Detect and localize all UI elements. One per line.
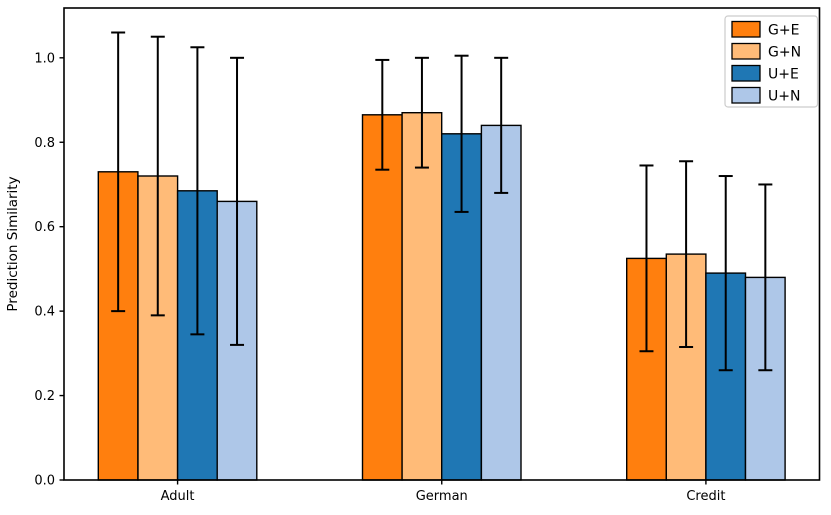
legend-swatch-u-n <box>731 86 761 104</box>
legend-label-u-n: U+N <box>768 89 800 105</box>
y-axis-label: Prediction Similarity <box>5 176 21 311</box>
legend-frame <box>724 15 819 108</box>
legend-swatch-u-e <box>731 64 761 82</box>
legend-swatch-g-e <box>731 20 761 38</box>
legend-label-g-e: G+E <box>768 23 799 39</box>
y-tick-label-2: 0.4 <box>34 305 55 320</box>
y-tick-label-4: 0.8 <box>34 136 55 151</box>
legend-swatch-g-n <box>731 42 761 60</box>
x-tick-label-german: German <box>416 489 468 504</box>
y-tick-label-0: 0.0 <box>34 474 55 489</box>
y-tick-label-1: 0.2 <box>34 389 55 404</box>
y-tick-label-5: 1.0 <box>34 51 55 66</box>
y-tick-label-3: 0.6 <box>34 220 55 235</box>
bar-german-g-n <box>401 111 443 481</box>
legend-label-g-n: G+N <box>768 45 801 61</box>
x-tick-label-adult: Adult <box>161 489 195 504</box>
legend-label-u-e: U+E <box>768 67 799 83</box>
x-tick-label-credit: Credit <box>686 489 725 504</box>
